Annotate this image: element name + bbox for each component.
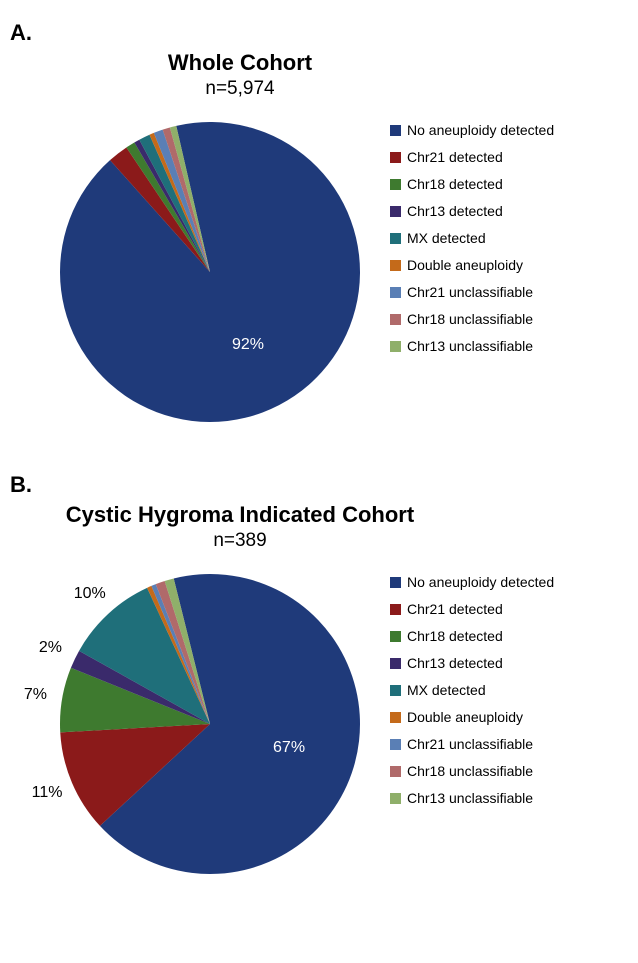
legend-swatch bbox=[390, 766, 401, 777]
legend-label: Chr18 detected bbox=[407, 628, 503, 644]
legend-item: Double aneuploidy bbox=[390, 257, 554, 273]
legend-label: Chr13 detected bbox=[407, 655, 503, 671]
legend-item: Chr21 unclassifiable bbox=[390, 284, 554, 300]
legend-item: Chr21 detected bbox=[390, 149, 554, 165]
legend-item: Chr21 unclassifiable bbox=[390, 736, 554, 752]
legend-swatch bbox=[390, 125, 401, 136]
slice-pct-label: 92% bbox=[232, 336, 264, 354]
legend-label: Chr21 unclassifiable bbox=[407, 284, 533, 300]
legend-item: MX detected bbox=[390, 230, 554, 246]
slice-pct-label: 67% bbox=[273, 739, 305, 757]
legend-swatch bbox=[390, 712, 401, 723]
legend-label: Chr13 unclassifiable bbox=[407, 338, 533, 354]
legend-item: MX detected bbox=[390, 682, 554, 698]
legend-item: Chr18 detected bbox=[390, 628, 554, 644]
legend-item: Chr18 unclassifiable bbox=[390, 763, 554, 779]
chart-a-title: Whole Cohort bbox=[10, 50, 430, 76]
legend-swatch bbox=[390, 179, 401, 190]
legend-swatch bbox=[390, 685, 401, 696]
pie-a: 92% bbox=[50, 112, 370, 432]
legend-label: Double aneuploidy bbox=[407, 257, 523, 273]
chart-a-subtitle: n=5,974 bbox=[10, 78, 430, 100]
legend-swatch bbox=[390, 206, 401, 217]
legend-swatch bbox=[390, 739, 401, 750]
legend-label: MX detected bbox=[407, 682, 486, 698]
slice-pct-label: 2% bbox=[39, 639, 62, 657]
legend-label: Double aneuploidy bbox=[407, 709, 523, 725]
legend-item: No aneuploidy detected bbox=[390, 122, 554, 138]
panel-a: Whole Cohort n=5,974 92% No aneuploidy d… bbox=[10, 50, 628, 432]
legend-item: Chr21 detected bbox=[390, 601, 554, 617]
panel-a-label: A. bbox=[10, 20, 628, 46]
legend-item: Chr13 unclassifiable bbox=[390, 338, 554, 354]
legend-label: Chr13 detected bbox=[407, 203, 503, 219]
legend-label: Chr21 detected bbox=[407, 149, 503, 165]
legend-label: Chr18 unclassifiable bbox=[407, 763, 533, 779]
chart-b-title: Cystic Hygroma Indicated Cohort bbox=[10, 502, 430, 528]
legend-swatch bbox=[390, 314, 401, 325]
legend-swatch bbox=[390, 658, 401, 669]
legend-item: Chr13 detected bbox=[390, 655, 554, 671]
legend-swatch bbox=[390, 152, 401, 163]
slice-pct-label: 11% bbox=[32, 784, 63, 802]
legend-swatch bbox=[390, 604, 401, 615]
legend-item: No aneuploidy detected bbox=[390, 574, 554, 590]
panel-b: Cystic Hygroma Indicated Cohort n=389 67… bbox=[10, 502, 628, 884]
slice-pct-label: 10% bbox=[74, 585, 106, 603]
legend-label: No aneuploidy detected bbox=[407, 574, 554, 590]
legend-b: No aneuploidy detected Chr21 detected Chr1… bbox=[390, 574, 554, 817]
legend-label: Chr13 unclassifiable bbox=[407, 790, 533, 806]
legend-a: No aneuploidy detected Chr21 detected Chr1… bbox=[390, 122, 554, 365]
legend-label: Chr21 detected bbox=[407, 601, 503, 617]
pie-slice bbox=[60, 122, 360, 422]
chart-b-subtitle: n=389 bbox=[10, 530, 430, 552]
legend-swatch bbox=[390, 341, 401, 352]
legend-item: Chr18 unclassifiable bbox=[390, 311, 554, 327]
legend-swatch bbox=[390, 793, 401, 804]
legend-item: Chr13 detected bbox=[390, 203, 554, 219]
legend-swatch bbox=[390, 631, 401, 642]
legend-item: Double aneuploidy bbox=[390, 709, 554, 725]
legend-label: No aneuploidy detected bbox=[407, 122, 554, 138]
legend-item: Chr18 detected bbox=[390, 176, 554, 192]
legend-swatch bbox=[390, 577, 401, 588]
legend-swatch bbox=[390, 260, 401, 271]
legend-label: Chr18 unclassifiable bbox=[407, 311, 533, 327]
panel-b-label: B. bbox=[10, 472, 628, 498]
legend-label: MX detected bbox=[407, 230, 486, 246]
legend-swatch bbox=[390, 287, 401, 298]
legend-item: Chr13 unclassifiable bbox=[390, 790, 554, 806]
legend-label: Chr18 detected bbox=[407, 176, 503, 192]
legend-label: Chr21 unclassifiable bbox=[407, 736, 533, 752]
pie-b: 67%11%7%2%10% bbox=[50, 564, 370, 884]
legend-swatch bbox=[390, 233, 401, 244]
slice-pct-label: 7% bbox=[24, 686, 47, 704]
